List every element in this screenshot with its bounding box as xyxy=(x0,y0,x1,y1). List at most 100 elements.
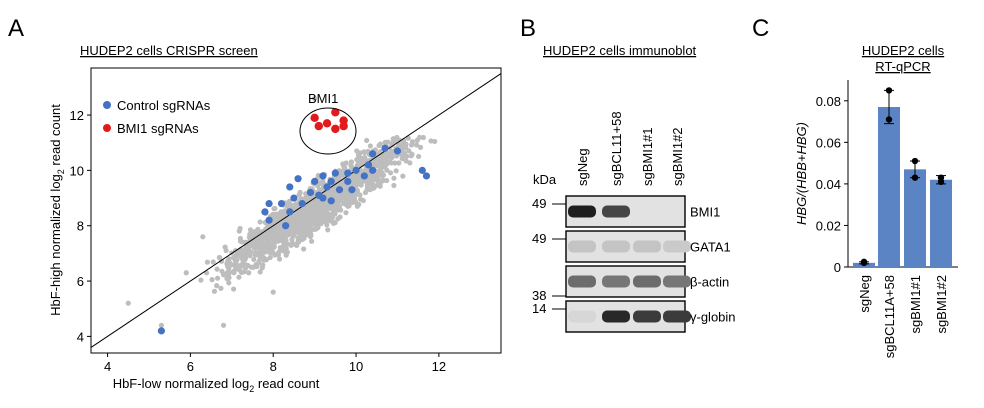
background-point xyxy=(279,236,285,242)
background-point xyxy=(237,225,243,232)
background-point xyxy=(353,177,359,183)
control-point xyxy=(344,177,352,186)
background-point xyxy=(305,196,311,202)
kda-label: kDa xyxy=(533,172,557,187)
control-point xyxy=(157,327,166,335)
background-point xyxy=(254,228,260,234)
protein-label: BMI1 xyxy=(690,205,720,220)
background-point xyxy=(282,208,288,214)
background-point xyxy=(298,234,304,240)
background-point xyxy=(247,227,254,233)
bar-category-label: sgNeg xyxy=(857,275,872,313)
background-point xyxy=(198,277,204,283)
bar xyxy=(930,179,952,267)
background-point xyxy=(236,274,242,280)
control-point xyxy=(282,222,290,230)
background-point xyxy=(391,182,397,189)
background-point xyxy=(250,264,256,270)
background-point xyxy=(256,250,262,256)
ylabel-sub: 2 xyxy=(56,169,66,174)
background-point xyxy=(234,257,240,263)
background-point xyxy=(354,157,360,163)
panel-b-letter: B xyxy=(520,15,536,42)
blot-band xyxy=(602,240,630,253)
bar xyxy=(878,107,900,267)
blot-band xyxy=(663,275,691,288)
panel-a-letter: A xyxy=(8,15,24,42)
legend-control-label: Control sgRNAs xyxy=(117,98,211,113)
control-point xyxy=(294,175,302,183)
background-point xyxy=(211,288,218,294)
background-points xyxy=(125,95,438,328)
bmi1-points xyxy=(310,108,348,134)
bar-y-tick-label: 0.02 xyxy=(816,218,841,233)
scatter-plot: 4 6 8 10 12 4 6 8 10 12 BMI1 xyxy=(70,67,502,374)
bmi1-point xyxy=(331,108,340,117)
blot-band xyxy=(568,240,596,253)
bar-y-tick-label: 0 xyxy=(834,260,841,275)
panel-b: B HUDEP2 cells immunoblot kDa sgNeg sgBCL… xyxy=(520,15,736,333)
marker-label: 14 xyxy=(532,301,546,316)
background-point xyxy=(228,262,234,268)
control-point xyxy=(265,216,273,224)
background-point xyxy=(392,160,398,166)
background-point xyxy=(336,203,343,209)
background-point xyxy=(325,227,331,233)
diagonal-line xyxy=(90,73,502,348)
background-point xyxy=(384,167,390,173)
background-point xyxy=(226,271,232,277)
background-point xyxy=(280,212,286,218)
background-point xyxy=(312,204,318,211)
background-point xyxy=(226,280,232,286)
lane-label: sgBMI1#1 xyxy=(640,127,655,186)
background-point xyxy=(354,148,360,154)
background-point xyxy=(370,173,376,179)
background-point xyxy=(362,154,368,161)
blot-band xyxy=(633,240,661,253)
control-point xyxy=(381,144,389,152)
bar-y-tick-label: 0.04 xyxy=(816,177,841,192)
background-point xyxy=(416,153,422,160)
scatter-legend: Control sgRNAs BMI1 sgRNAs xyxy=(103,98,211,136)
background-point xyxy=(332,211,338,217)
background-point xyxy=(377,183,383,189)
background-point xyxy=(396,142,402,148)
background-point xyxy=(271,206,277,212)
background-point xyxy=(183,270,189,276)
background-point xyxy=(200,234,206,240)
background-point xyxy=(361,149,367,155)
background-point xyxy=(408,153,414,159)
lane-label: sgBCL11+58 xyxy=(609,111,624,186)
background-point xyxy=(407,160,413,166)
control-point xyxy=(327,197,335,205)
y-tick-label: 4 xyxy=(77,329,84,344)
background-point xyxy=(238,262,244,268)
background-point xyxy=(308,224,314,230)
blot-band xyxy=(663,240,691,253)
scatter-xlabel: HbF-low normalized log2 read count xyxy=(113,376,320,394)
background-point xyxy=(257,235,264,242)
background-point xyxy=(303,232,309,238)
background-point xyxy=(317,211,323,217)
background-point xyxy=(210,259,216,265)
control-point xyxy=(364,161,373,169)
background-point xyxy=(255,260,262,266)
blot-band xyxy=(602,310,630,323)
lane-label: sgNeg xyxy=(575,148,590,186)
y-tick-label: 8 xyxy=(77,219,84,234)
panel-c-letter: C xyxy=(752,15,769,42)
background-point xyxy=(302,216,309,222)
background-point xyxy=(214,266,220,272)
background-point xyxy=(370,177,377,183)
replicate-point xyxy=(937,178,945,186)
background-point xyxy=(270,211,276,217)
background-point xyxy=(428,138,434,144)
bar-chart: 0 0.02 0.04 0.06 0.08 sgNeg sgBCL11A+58 sgBMI1#… xyxy=(794,80,958,358)
bmi1-circle xyxy=(299,107,357,155)
legend-bmi1-marker xyxy=(103,124,111,132)
background-point xyxy=(217,254,223,261)
blot-strips: BMI1 49 GATA1 49 β-actin 38 γ-globin 14 xyxy=(532,195,736,333)
background-point xyxy=(348,163,354,170)
background-point xyxy=(259,265,265,271)
xlabel-main: HbF-low normalized log xyxy=(113,376,250,391)
